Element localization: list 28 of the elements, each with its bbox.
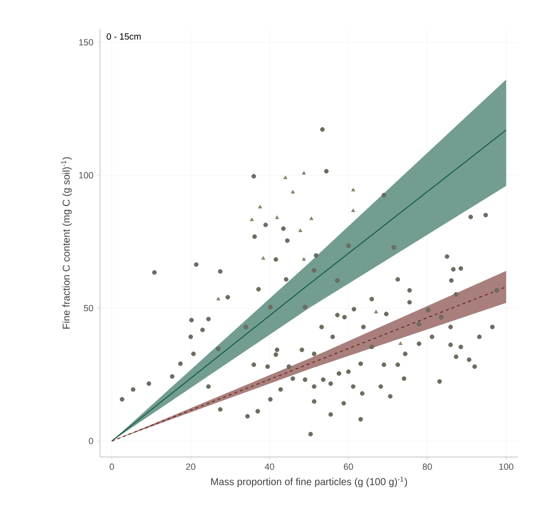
point xyxy=(351,208,356,212)
point xyxy=(298,228,302,232)
point xyxy=(258,204,262,208)
y-tick-label: 100 xyxy=(79,172,94,178)
x-tick-label: 40 xyxy=(264,464,274,470)
x-tick-label: 100 xyxy=(499,464,514,470)
y-axis-title: Fine fraction C content (mg C (g soil)$^{-1}$) xyxy=(61,157,72,329)
point xyxy=(261,256,266,260)
point xyxy=(398,342,402,345)
y-tick-label: 50 xyxy=(84,304,94,312)
point xyxy=(351,188,356,192)
x-axis-title: Mass proportion of fine particles (g (100 g)$^{-1}$) xyxy=(211,476,407,488)
y-tick-label: 0 xyxy=(88,438,94,444)
x-tick-label: 0 xyxy=(110,464,114,470)
point xyxy=(283,176,288,180)
x-tick-label: 80 xyxy=(422,464,432,470)
y-tick-label: 150 xyxy=(79,39,94,46)
point xyxy=(302,171,306,175)
point xyxy=(250,218,254,222)
point xyxy=(216,296,220,300)
annotation: 0 - 15cm xyxy=(106,33,141,40)
x-tick-label: 20 xyxy=(186,464,196,470)
point xyxy=(374,310,378,314)
x-tick-label: 60 xyxy=(344,464,354,470)
point xyxy=(309,216,314,220)
point xyxy=(302,257,306,261)
point xyxy=(275,216,280,219)
point xyxy=(290,190,295,194)
